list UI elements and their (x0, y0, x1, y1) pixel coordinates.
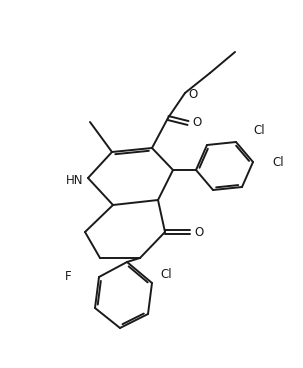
Text: O: O (192, 117, 201, 130)
Text: Cl: Cl (253, 124, 265, 137)
Text: F: F (65, 270, 72, 283)
Text: HN: HN (65, 173, 83, 187)
Text: O: O (195, 226, 204, 238)
Text: Cl: Cl (272, 156, 284, 169)
Text: O: O (188, 88, 198, 102)
Text: Cl: Cl (160, 269, 171, 282)
